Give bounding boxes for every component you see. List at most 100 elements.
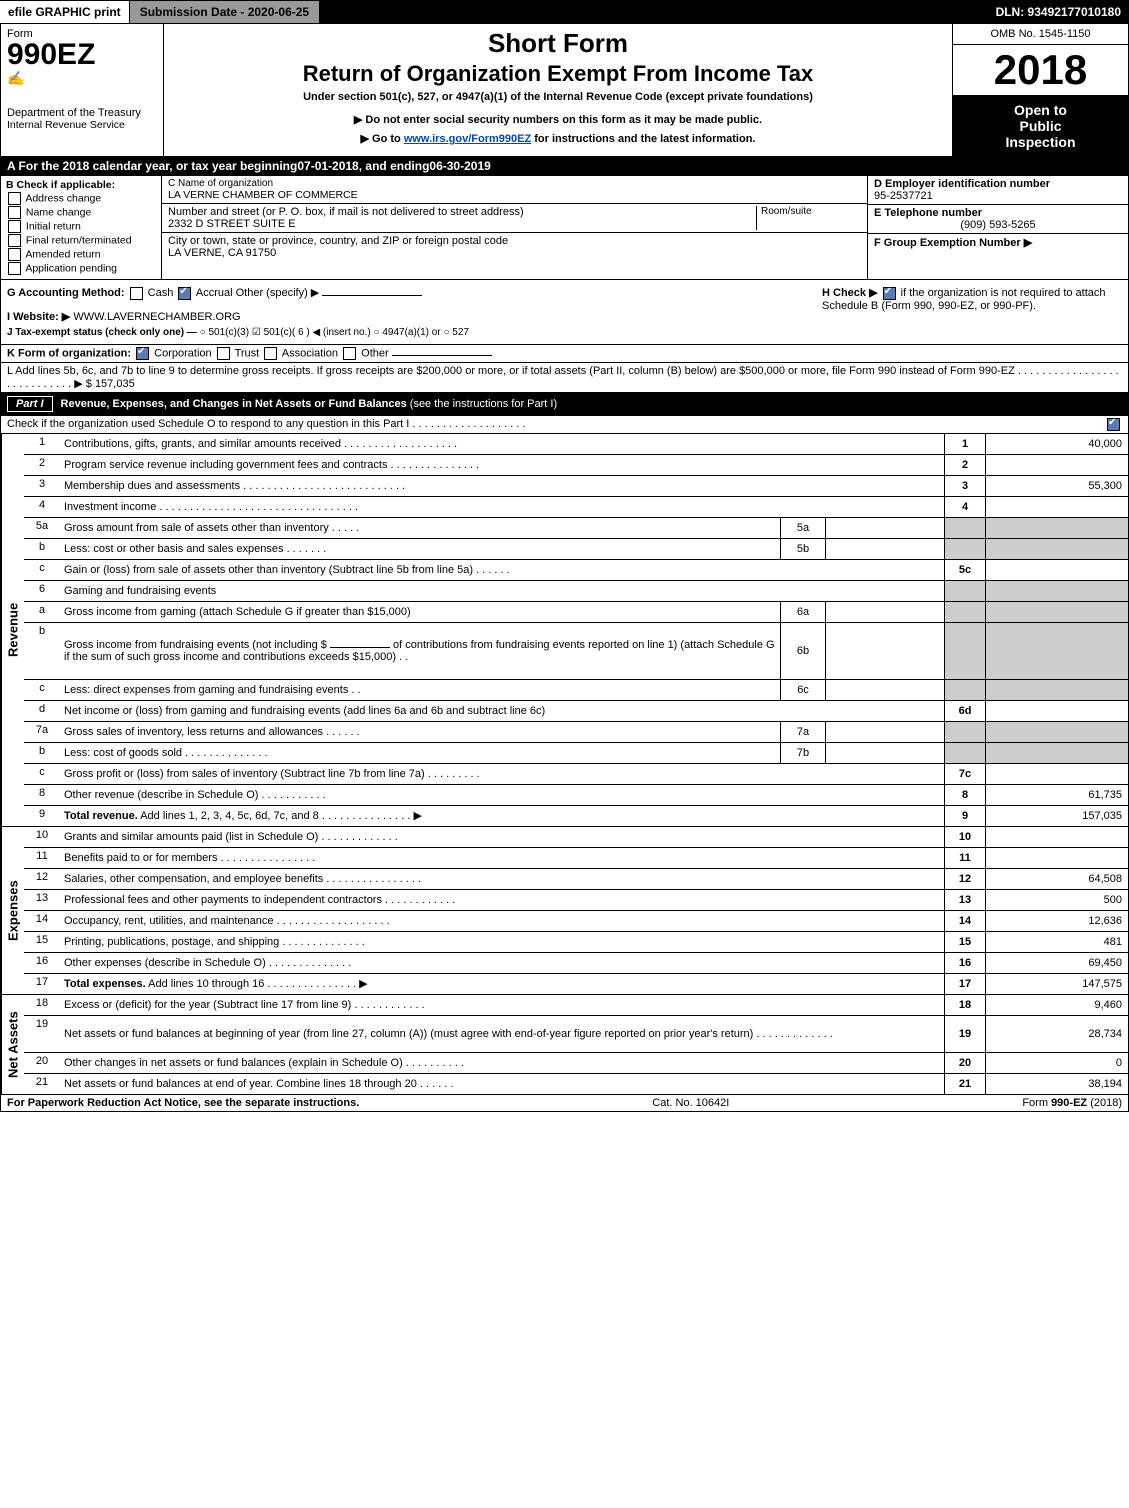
assoc-label: Association xyxy=(282,347,338,359)
ln-6a-sub: 6a xyxy=(780,602,825,622)
ln-5b-amt-grey xyxy=(985,539,1128,559)
other-org-input[interactable] xyxy=(392,355,492,356)
chk-other-org[interactable] xyxy=(343,347,356,360)
ln-13-num: 13 xyxy=(944,890,985,910)
ln-9-desc: Total revenue. Add lines 1, 2, 3, 4, 5c,… xyxy=(60,806,944,826)
ln-11-desc: Benefits paid to or for members . . . . … xyxy=(60,848,944,868)
ln-5c-desc: Gain or (loss) from sale of assets other… xyxy=(60,560,944,580)
ln-10-num: 10 xyxy=(944,827,985,847)
ln-1-num: 1 xyxy=(944,434,985,454)
ln-18-num: 18 xyxy=(944,995,985,1015)
ln-9-amt: 157,035 xyxy=(985,806,1128,826)
ln-5b-val xyxy=(825,539,944,559)
ln-16: 16 xyxy=(24,953,60,973)
chk-name-change[interactable] xyxy=(8,206,21,219)
ln-7a-grey xyxy=(944,722,985,742)
org-name-value: LA VERNE CHAMBER OF COMMERCE xyxy=(168,189,861,201)
ln-20-amt: 0 xyxy=(985,1053,1128,1073)
top-bar: efile GRAPHIC print Submission Date - 20… xyxy=(0,0,1129,24)
line-a-prefix: A For the 2018 calendar year, or tax yea… xyxy=(7,159,297,173)
expenses-table: Expenses 10Grants and similar amounts pa… xyxy=(0,827,1129,995)
omb-number: OMB No. 1545-1150 xyxy=(953,24,1128,45)
chk-cash[interactable] xyxy=(130,287,143,300)
ln-5b-sub: 5b xyxy=(780,539,825,559)
city-value: LA VERNE, CA 91750 xyxy=(168,247,861,259)
chk-trust[interactable] xyxy=(217,347,230,360)
ln-14-desc: Occupancy, rent, utilities, and maintena… xyxy=(60,911,944,931)
ln-7a-val xyxy=(825,722,944,742)
ln-6a-desc: Gross income from gaming (attach Schedul… xyxy=(60,602,780,622)
ln-6d-num: 6d xyxy=(944,701,985,721)
ln-9: 9 xyxy=(24,806,60,826)
ln-3: 3 xyxy=(24,476,60,496)
chk-schedule-o-part1[interactable] xyxy=(1107,418,1120,431)
dln-label: DLN: 93492177010180 xyxy=(988,1,1129,23)
chk-corporation[interactable] xyxy=(136,347,149,360)
ln-18-amt: 9,460 xyxy=(985,995,1128,1015)
ln-3-amt: 55,300 xyxy=(985,476,1128,496)
block-b-checkboxes: B Check if applicable: Address change Na… xyxy=(1,176,162,279)
ln-6b: b xyxy=(24,623,60,679)
ln-6-amt-grey xyxy=(985,581,1128,601)
ln-7b-amt-grey xyxy=(985,743,1128,763)
ln-15-num: 15 xyxy=(944,932,985,952)
efile-label[interactable]: efile GRAPHIC print xyxy=(0,1,129,23)
ln-8-num: 8 xyxy=(944,785,985,805)
ln-7b-desc: Less: cost of goods sold . . . . . . . .… xyxy=(60,743,780,763)
other-specify-input[interactable] xyxy=(322,295,422,296)
line-l-text: L Add lines 5b, 6c, and 7b to line 9 to … xyxy=(7,365,1119,390)
ln-7c-amt xyxy=(985,764,1128,784)
revenue-side-label: Revenue xyxy=(1,434,24,826)
ln-5a-grey xyxy=(944,518,985,538)
ln-17-desc: Total expenses. Add lines 10 through 16 … xyxy=(60,974,944,994)
ln-8: 8 xyxy=(24,785,60,805)
ln-6b-grey xyxy=(944,623,985,679)
ln-16-num: 16 xyxy=(944,953,985,973)
form-title: Short Form xyxy=(170,28,946,59)
chk-initial-return[interactable] xyxy=(8,220,21,233)
ln-8-desc: Other revenue (describe in Schedule O) .… xyxy=(60,785,944,805)
open-to-public: Open to Public Inspection xyxy=(953,96,1128,156)
ln-11-num: 11 xyxy=(944,848,985,868)
ln-17-amt: 147,575 xyxy=(985,974,1128,994)
header-right: OMB No. 1545-1150 2018 Open to Public In… xyxy=(952,24,1128,156)
ln-19: 19 xyxy=(24,1016,60,1052)
chk-application-pending[interactable] xyxy=(8,262,21,275)
tax-year-begin: 07-01-2018 xyxy=(297,159,358,173)
ln-2: 2 xyxy=(24,455,60,475)
ln-5c-num: 5c xyxy=(944,560,985,580)
ln-18: 18 xyxy=(24,995,60,1015)
ln-12-amt: 64,508 xyxy=(985,869,1128,889)
website-label: I Website: ▶ xyxy=(7,311,70,323)
phone-label: E Telephone number xyxy=(874,207,1122,219)
chk-amended-label: Amended return xyxy=(25,248,100,260)
department-label: Department of the Treasury xyxy=(7,107,157,119)
chk-amended-return[interactable] xyxy=(8,248,21,261)
chk-schedule-b[interactable] xyxy=(883,287,896,300)
form-subtitle: Return of Organization Exempt From Incom… xyxy=(170,61,946,87)
chk-accrual[interactable] xyxy=(178,287,191,300)
chk-final-label: Final return/terminated xyxy=(26,234,132,246)
ln-6c-val xyxy=(825,680,944,700)
ln-16-amt: 69,450 xyxy=(985,953,1128,973)
chk-final-return[interactable] xyxy=(8,234,21,247)
block-def: D Employer identification number 95-2537… xyxy=(867,176,1128,279)
chk-address-change[interactable] xyxy=(8,192,21,205)
ln-12: 12 xyxy=(24,869,60,889)
ln-3-desc: Membership dues and assessments . . . . … xyxy=(60,476,944,496)
ln-19-amt: 28,734 xyxy=(985,1016,1128,1052)
chk-association[interactable] xyxy=(264,347,277,360)
header-center: Short Form Return of Organization Exempt… xyxy=(164,24,952,156)
k-label: K Form of organization: xyxy=(7,347,131,359)
ln-1: 1 xyxy=(24,434,60,454)
part-1-title: Revenue, Expenses, and Changes in Net As… xyxy=(61,398,410,410)
irs-link[interactable]: www.irs.gov/Form990EZ xyxy=(404,133,531,145)
ln-14: 14 xyxy=(24,911,60,931)
open-line-1: Open to xyxy=(959,102,1122,118)
chk-name-label: Name change xyxy=(26,206,91,218)
h-label: H Check ▶ xyxy=(822,287,878,299)
ln-5a-sub: 5a xyxy=(780,518,825,538)
accounting-label: G Accounting Method: xyxy=(7,287,125,299)
irs-label: Internal Revenue Service xyxy=(7,119,157,131)
ln-7b-val xyxy=(825,743,944,763)
